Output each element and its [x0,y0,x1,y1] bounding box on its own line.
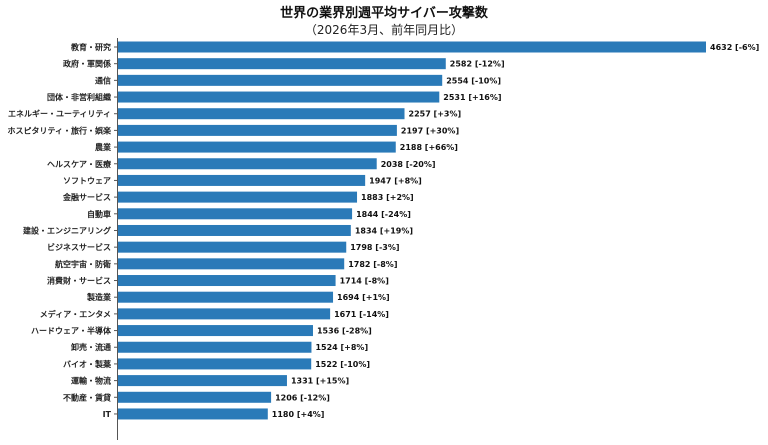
data-label: 2197 [+30%] [401,126,459,135]
category-label: 政府・軍関係 [63,59,111,69]
data-label: 1694 [+1%] [337,293,390,302]
data-label: 1524 [+8%] [315,343,368,352]
category-label: 製造業 [86,292,112,302]
category-label: エネルギー・ユーティリティ [8,109,111,119]
bar [118,408,268,420]
data-label: 1798 [-3%] [350,243,399,252]
data-label: 1844 [-24%] [356,210,411,219]
data-label: 1331 [+15%] [291,377,349,386]
category-label: ハードウェア・半導体 [31,326,112,336]
category-label: ヘルスケア・医療 [47,159,112,169]
bar [118,191,358,203]
data-label: 2582 [-12%] [450,60,505,69]
bar [118,358,312,370]
bar [118,391,272,403]
bar [118,174,366,186]
bar [118,74,443,86]
bar [118,141,396,153]
data-label: 2188 [+66%] [400,143,458,152]
chart-subtitle: （2026年3月、前年同月比） [305,22,463,37]
data-label: 1522 [-10%] [315,360,370,369]
bar [118,108,405,120]
category-label: ビジネスサービス [47,242,111,252]
category-label: 卸売・流通 [71,342,111,352]
bar [118,224,351,236]
bar [118,308,331,320]
data-label: 2531 [+16%] [443,93,501,102]
category-label: メディア・エンタメ [40,309,111,319]
category-label: IT [103,410,112,419]
data-label: 1536 [-28%] [317,327,372,336]
data-label: 2257 [+3%] [409,110,462,119]
category-label: 建設・エンジニアリング [22,225,111,235]
bar [118,91,440,103]
chart-title: 世界の業界別週平均サイバー攻撃数 [280,5,489,21]
data-label: 1206 [-12%] [275,393,330,402]
data-label: 2038 [-20%] [381,160,436,169]
bar [118,275,336,287]
category-label: バイオ・製薬 [63,359,112,369]
data-label: 2554 [-10%] [446,76,501,85]
category-label: 教育・研究 [70,42,111,52]
bar [118,325,313,337]
data-label: 1671 [-14%] [334,310,389,319]
bar [118,258,345,270]
data-label: 1947 [+8%] [369,176,422,185]
category-label: ソフトウェア [63,176,111,185]
bar [118,241,347,253]
category-label: 消費財・サービス [47,276,111,286]
bar [118,58,446,70]
bar [118,41,706,53]
category-label: 不動産・賃貸 [63,392,112,402]
bar [118,124,397,136]
bar [118,158,377,170]
data-label: 4632 [-6%] [710,43,759,52]
data-label: 1834 [+19%] [355,226,413,235]
data-label: 1180 [+4%] [272,410,325,419]
category-label: 金融サービス [62,192,111,202]
category-label: 自動車 [87,209,111,219]
category-label: 団体・非営利組織 [47,92,111,102]
data-label: 1782 [-8%] [348,260,397,269]
category-label: 通信 [95,75,111,85]
category-label: 農業 [95,142,112,152]
category-label: 航空宇宙・防衛 [55,259,111,269]
bar [118,375,287,387]
data-label: 1714 [-8%] [340,277,389,286]
bar [118,291,334,303]
bar [118,208,353,220]
data-label: 1883 [+2%] [361,193,414,202]
category-label: 運輸・物流 [71,376,111,386]
category-label: ホスピタリティ・旅行・娯楽 [7,125,112,135]
bar [118,341,312,353]
